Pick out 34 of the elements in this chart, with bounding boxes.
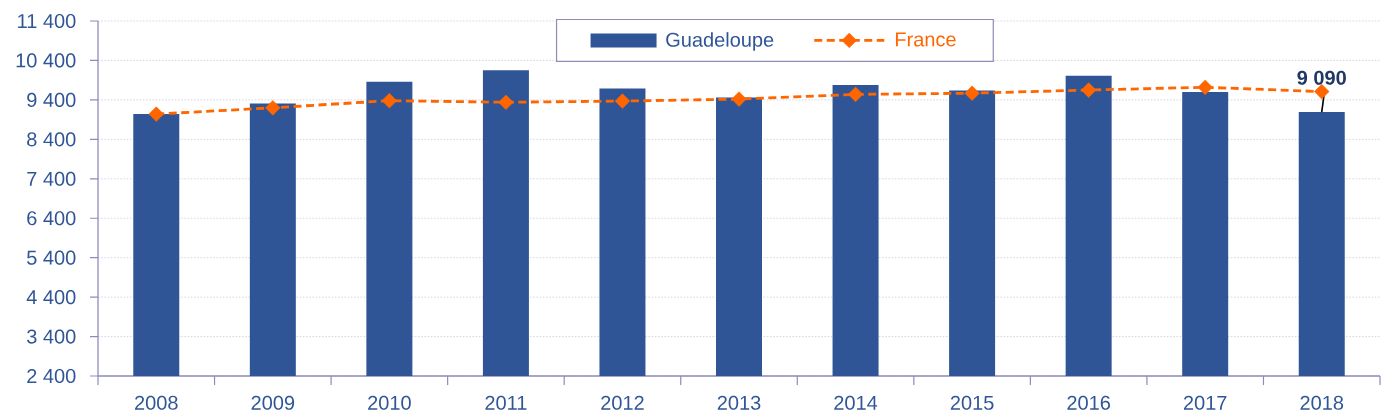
point — [614, 93, 631, 109]
point — [381, 93, 397, 109]
x-tick-label: 2017 — [1183, 395, 1227, 410]
y-tick-label: 2 400 — [27, 368, 76, 384]
y-tick-label: 8 400 — [27, 132, 76, 147]
point — [1081, 82, 1097, 98]
x-tick-label: 2009 — [251, 395, 295, 410]
x-tick-label: 2018 — [1300, 395, 1344, 410]
point — [265, 100, 281, 116]
x-tick-label: 2015 — [950, 395, 994, 410]
x-tick-label: 2016 — [1067, 395, 1111, 410]
y-tick-label: 11 400 — [18, 13, 76, 29]
x-tick-label: 2008 — [135, 395, 178, 410]
y-tick-label: 7 400 — [27, 171, 76, 186]
y-tick-label: 5 400 — [27, 250, 76, 265]
point — [498, 94, 514, 110]
x-tick-label: 2013 — [717, 395, 761, 410]
y-tick-label: 9 400 — [27, 92, 76, 107]
point — [964, 85, 980, 101]
y-tick-label: 6 400 — [27, 211, 76, 226]
y-tick-label: 3 400 — [26, 329, 76, 344]
legend-label: France — [895, 32, 956, 47]
x-tick-label: 2011 — [485, 395, 527, 410]
point — [731, 91, 747, 107]
data-label: 9 090 — [1297, 70, 1346, 85]
y-tick-label: 4 400 — [26, 290, 76, 305]
x-tick-label: 2014 — [834, 395, 878, 410]
point — [1197, 79, 1213, 95]
point — [148, 106, 164, 122]
point — [847, 86, 864, 102]
legend-label: Guadeloupe — [666, 32, 774, 51]
x-tick-label: 2010 — [368, 395, 411, 410]
y-tick-label: 10 400 — [16, 53, 76, 68]
x-tick-label: 2012 — [601, 395, 644, 410]
